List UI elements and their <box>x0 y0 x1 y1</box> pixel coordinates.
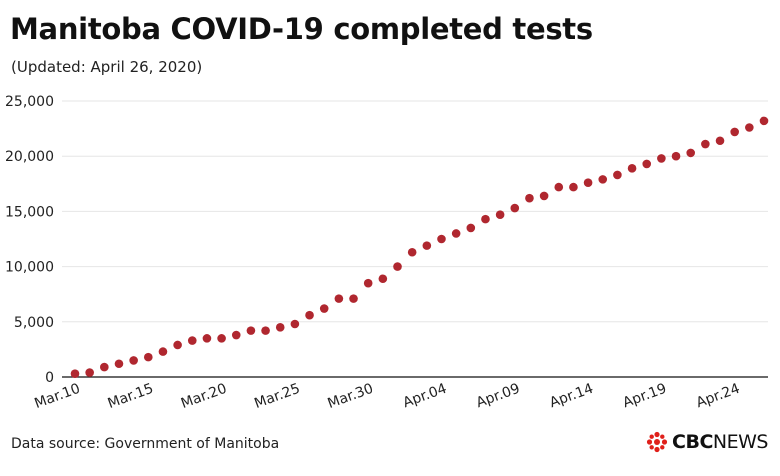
data-point <box>627 164 637 173</box>
y-tick-label: 15,000 <box>5 204 54 220</box>
x-tick-label: Mar.30 <box>326 381 376 412</box>
cbc-news-logo: CBCNEWS <box>646 431 769 453</box>
x-axis-ticks: Mar.10 Mar.15 Mar.20 Mar.25 Mar.30 Apr.04 Apr.… <box>32 381 742 412</box>
logo-cbc-text: CBC <box>672 431 713 453</box>
chart-title: Manitoba COVID-19 completed tests <box>10 12 593 46</box>
data-point <box>305 310 314 320</box>
data-point <box>100 362 109 372</box>
x-tick-label: Mar.10 <box>32 381 82 412</box>
y-tick-label: 0 <box>45 370 54 386</box>
data-point <box>349 294 358 303</box>
x-tick-label: Apr.09 <box>474 381 522 411</box>
y-tick-label: 10,000 <box>5 260 54 276</box>
chart-subtitle: (Updated: April 26, 2020) <box>11 58 203 76</box>
data-point <box>583 178 593 187</box>
x-tick-label: Apr.14 <box>548 381 596 412</box>
data-point <box>730 127 739 137</box>
data-point <box>701 139 710 149</box>
x-tick-label: Mar.25 <box>252 381 302 412</box>
data-point <box>334 294 344 303</box>
data-point <box>231 330 241 340</box>
data-point <box>319 304 329 313</box>
data-point <box>525 193 534 203</box>
data-point <box>569 182 578 192</box>
data-points <box>70 116 769 378</box>
x-tick-label: Mar.20 <box>179 381 229 412</box>
data-point <box>598 175 608 184</box>
logo-news-text: NEWS <box>712 431 769 453</box>
data-point <box>671 151 681 161</box>
data-point <box>554 182 564 192</box>
cbc-news-wordmark: CBCNEWS <box>672 431 768 453</box>
data-point <box>85 368 94 377</box>
x-tick-label: Mar.15 <box>106 381 156 412</box>
data-point <box>657 154 666 163</box>
data-point <box>129 356 138 365</box>
data-point <box>466 223 476 233</box>
y-axis-ticks: 0 5,000 10,000 15,000 20,000 25,000 <box>5 94 54 386</box>
data-point <box>422 241 432 250</box>
data-point <box>70 369 80 378</box>
y-tick-label: 5,000 <box>14 315 54 331</box>
x-tick-label: Apr.19 <box>621 381 669 411</box>
data-point <box>202 334 212 343</box>
gridlines <box>62 100 768 323</box>
data-point <box>642 159 652 169</box>
x-tick-label: Apr.24 <box>694 381 742 412</box>
data-point <box>143 352 153 362</box>
data-point <box>539 191 549 201</box>
data-point <box>745 123 754 132</box>
data-point <box>451 229 461 238</box>
data-point <box>510 203 520 213</box>
y-tick-label: 25,000 <box>5 94 54 110</box>
data-point <box>246 326 256 335</box>
data-point <box>290 319 300 329</box>
data-point <box>715 136 725 146</box>
data-point <box>114 359 124 369</box>
data-point <box>613 170 622 180</box>
data-point <box>275 323 285 332</box>
data-point <box>187 336 197 345</box>
data-source-note: Data source: Government of Manitoba <box>11 436 280 452</box>
data-point <box>378 274 388 284</box>
data-point <box>437 234 446 244</box>
data-point <box>686 148 696 158</box>
cbc-gem-icon <box>646 431 668 453</box>
data-point <box>173 340 182 350</box>
data-point <box>158 347 168 356</box>
data-point <box>217 334 226 343</box>
data-point <box>393 262 402 271</box>
data-point <box>481 214 490 224</box>
data-point <box>261 326 270 335</box>
data-point <box>759 116 769 126</box>
x-tick-label: Apr.04 <box>401 381 449 412</box>
y-tick-label: 20,000 <box>5 149 54 165</box>
data-point <box>407 247 417 257</box>
data-point <box>495 210 505 220</box>
data-point <box>363 278 373 288</box>
